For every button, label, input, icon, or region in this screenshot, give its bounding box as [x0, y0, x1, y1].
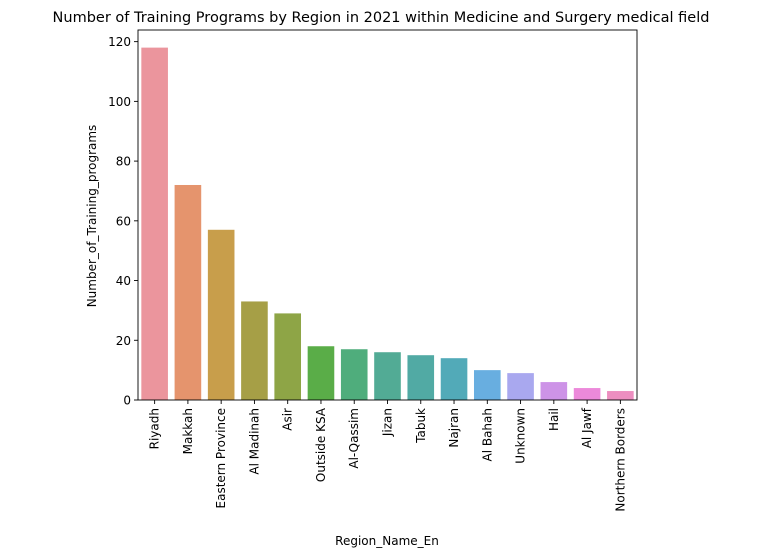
bar-outside-ksa	[307, 346, 335, 400]
x-tick-label: Outside KSA	[314, 407, 328, 482]
chart-title: Number of Training Programs by Region in…	[53, 10, 710, 26]
bar-tabuk	[407, 355, 435, 400]
x-tick-label: Riyadh	[148, 408, 162, 449]
x-tick-label: Makkah	[181, 408, 195, 454]
bar-al-madinah	[241, 301, 268, 400]
bar-northern-borders	[607, 391, 634, 400]
y-axis-ticks: 0 20 40 60 80 100 120	[108, 35, 138, 408]
y-tick-label: 20	[116, 334, 131, 348]
bar-riyadh	[141, 47, 168, 400]
y-tick-label: 60	[116, 214, 131, 228]
x-tick-label: Asir	[281, 408, 295, 431]
x-axis-ticks: Riyadh Makkah Eastern Province Al Madinah As…	[148, 400, 627, 512]
y-tick-label: 100	[108, 95, 131, 109]
x-tick-label: Al Jawf	[580, 407, 594, 448]
x-tick-label: Al Madinah	[247, 408, 261, 475]
bar-unknown	[507, 373, 534, 400]
x-tick-label: Najran	[447, 408, 461, 448]
bar-asir	[274, 313, 302, 400]
bar-al-bahah	[473, 370, 501, 400]
bar-makkah	[174, 184, 202, 400]
y-tick-label: 0	[123, 394, 131, 408]
y-axis-label: Number_of_Training_programs	[85, 125, 99, 308]
y-tick-label: 80	[116, 155, 131, 169]
x-tick-label: Al Bahah	[480, 408, 494, 462]
x-tick-label: Eastern Province	[214, 408, 228, 508]
x-tick-label: Jizan	[381, 408, 395, 437]
y-tick-label: 40	[116, 274, 131, 288]
x-tick-label: Unknown	[514, 408, 528, 464]
bar-najran	[440, 358, 468, 400]
bar-hail	[540, 382, 568, 400]
x-tick-label: Northern Borders	[613, 408, 627, 512]
x-tick-label: Hail	[547, 408, 561, 431]
x-tick-label: Tabuk	[414, 408, 428, 444]
bar-al-jawf	[573, 388, 601, 400]
y-tick-label: 120	[108, 35, 131, 49]
plot-frame	[137, 29, 638, 401]
x-axis-label: Region_Name_En	[335, 534, 439, 548]
x-tick-label: Al-Qassim	[347, 408, 361, 469]
bars-group	[141, 47, 634, 400]
bar-eastern-province	[207, 229, 235, 400]
bar-jizan	[374, 352, 401, 400]
bar-al-qassim	[340, 349, 368, 400]
